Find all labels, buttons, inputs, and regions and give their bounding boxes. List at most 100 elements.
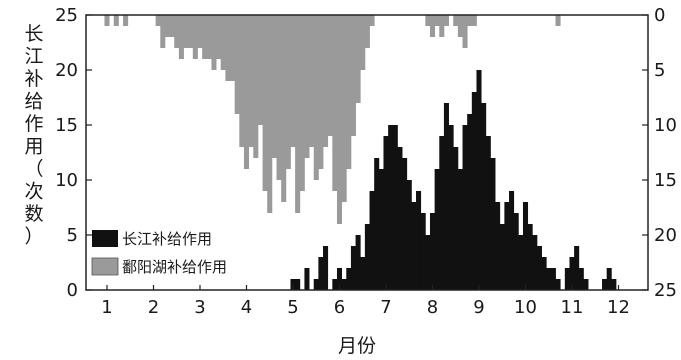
pyl-bar [457,15,463,37]
pyl-bar [467,15,473,26]
cj-bar [611,279,617,290]
pyl-bar [429,15,436,37]
cj-bar [290,279,296,290]
x-tick-label: 2 [148,297,159,318]
left-tick-label: 15 [55,115,78,136]
cj-bar [406,180,412,290]
cj-bar [392,125,398,290]
pyl-bar [341,15,347,202]
pyl-bar [355,15,361,103]
cj-bar [532,235,538,290]
pyl-bar [164,15,170,37]
cj-bar [439,136,445,290]
pyl-bar [299,15,305,191]
cj-bar [453,147,459,290]
cj-bar [522,202,529,290]
cj-bar [509,191,515,290]
cj-bar [323,246,329,290]
cj-bar [536,246,542,290]
left-tick-label: 25 [55,5,78,26]
pyl-bar [462,15,468,48]
y-label-char: 用 [24,136,43,158]
legend-label-cj: 长江补给作用 [122,230,212,248]
legend-label-pyl: 鄱阳湖补给作用 [122,258,227,276]
cj-bar [513,213,519,290]
pyl-bar [178,15,184,59]
pyl-bar [160,15,166,48]
pyl-bar [243,15,250,169]
y-label-char: ） [24,226,43,248]
pyl-bar [425,15,431,26]
pyl-bar [327,15,333,136]
cj-bar [476,70,482,290]
pyl-bar [239,15,245,147]
pyl-bar [155,15,161,26]
pyl-bar [257,15,263,125]
cj-bar [341,279,347,290]
right-tick-label: 0 [654,5,665,26]
cj-bar [346,268,352,290]
pyl-bar [295,15,301,213]
cj-bar [360,257,366,290]
pyl-bar [211,15,217,70]
cj-bar [555,279,561,290]
legend: 长江补给作用 鄱阳湖补给作用 [91,230,227,276]
y-label-char: 补 [24,68,43,90]
cj-bar [499,224,505,290]
cj-bar [606,268,612,290]
cj-bar [546,268,552,290]
x-tick-label: 6 [334,297,345,318]
y-label-char: 数 [24,203,43,225]
pyl-bar [350,15,356,136]
pyl-bar [267,15,273,213]
pyl-bar [290,15,296,147]
y-label-char: 江 [24,46,43,68]
pyl-bar [309,15,315,147]
pyl-bar [262,15,268,191]
cj-bar [313,279,319,290]
cj-bar [425,235,431,290]
x-tick-label: 1 [101,297,112,318]
pyl-bar [285,15,291,169]
y-label-char: 次 [24,181,43,203]
y-axis-label: 长江补给作用（次数） [24,23,43,248]
cj-bar [518,235,524,290]
cj-bar [336,268,343,290]
cj-bar [434,169,440,290]
cj-bar [495,202,501,290]
pyl-bar [346,15,352,169]
y-label-char: （ [24,158,43,180]
left-tick-label: 10 [55,170,78,191]
cj-bar [467,114,473,290]
cj-bar [583,279,589,290]
cj-bar [471,92,477,290]
pyl-bar [234,15,240,114]
cj-bar [364,224,370,290]
cj-bar [578,268,584,290]
left-tick-label: 5 [67,225,78,246]
pyl-bar [443,15,449,26]
pyl-bar [188,15,194,48]
cj-bar [397,147,403,290]
cj-bar [402,158,408,290]
x-tick-label: 7 [380,297,391,318]
cj-bar [388,125,394,290]
pyl-bar [369,15,375,26]
right-tick-label: 10 [654,115,677,136]
cj-bar [457,169,463,290]
x-axis-label: 月份 [338,335,376,357]
cj-bar [541,257,547,290]
left-axis: 0 5 10 15 20 25 [55,5,92,301]
cj-bar [355,235,361,290]
cj-bar [481,103,487,290]
pyl-bar [453,15,459,26]
cj-bar [550,268,556,290]
cj-bar [318,257,324,290]
left-tick-label: 0 [67,280,78,301]
x-tick-label: 5 [287,297,298,318]
pyl-bar [360,15,366,70]
pyl-bar [364,15,370,48]
cj-bar [350,246,356,290]
right-tick-label: 15 [654,170,677,191]
